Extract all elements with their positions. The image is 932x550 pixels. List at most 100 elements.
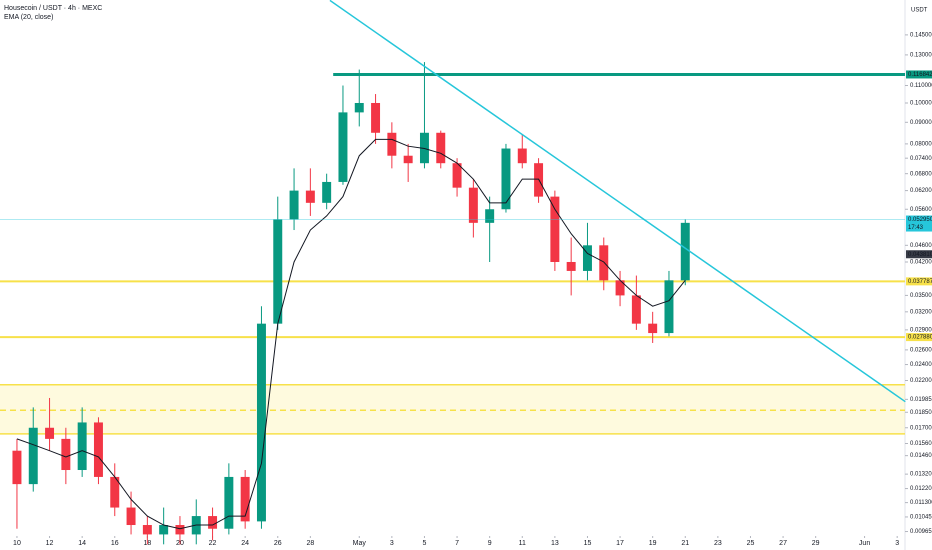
candle-body <box>664 280 674 334</box>
x-tick-label: 25 <box>747 540 755 547</box>
candle-body <box>45 427 55 439</box>
level-label: 0.116842 <box>908 72 932 78</box>
zone <box>0 384 905 434</box>
candle-body <box>680 222 690 281</box>
candle-body <box>436 132 446 164</box>
price-label: 0.052950 <box>908 217 932 223</box>
candle-body <box>582 245 592 271</box>
candle-body <box>110 476 120 508</box>
price-tag <box>906 250 932 259</box>
candle-body <box>387 132 397 156</box>
level-label: 0.027880 <box>908 335 932 341</box>
candle-body <box>256 323 266 522</box>
candle-body <box>289 190 299 220</box>
candle-body <box>61 438 71 471</box>
level-label: 0.037787 <box>908 279 932 285</box>
x-tick-label: 27 <box>779 540 787 547</box>
level-tag <box>906 70 932 79</box>
candle-body <box>240 476 250 522</box>
x-tick-label: 9 <box>488 540 492 547</box>
candle-body <box>485 209 495 223</box>
candle-body <box>648 323 658 334</box>
x-tick-label: Jun <box>859 540 870 547</box>
x-tick-label: 7 <box>455 540 459 547</box>
x-tick-label: 12 <box>46 540 54 547</box>
candle-body <box>517 148 527 164</box>
trendline <box>329 0 906 403</box>
x-tick-label: 22 <box>209 540 217 547</box>
candle-body <box>615 280 625 296</box>
candle-body <box>28 427 38 485</box>
x-tick-label: 17 <box>616 540 624 547</box>
price-tag <box>906 215 932 232</box>
candle-body <box>599 245 609 281</box>
x-tick-label: 5 <box>423 540 427 547</box>
candle-body <box>224 476 234 529</box>
candle-body <box>354 102 364 113</box>
candle-body <box>501 148 511 210</box>
x-tick-label: 11 <box>519 540 526 547</box>
chart-title: Housecoin / USDT · 4h · MEXC <box>4 5 102 12</box>
candle-body <box>338 112 348 182</box>
indicator-label: EMA (20, close) <box>4 14 53 21</box>
level-tag <box>906 277 932 286</box>
y-tick-label: 0.009650 <box>910 529 932 535</box>
candle-body <box>371 102 381 133</box>
candle-body <box>77 422 87 471</box>
candle-body <box>305 190 315 203</box>
price-countdown: 17:43 <box>908 225 924 231</box>
x-tick-label: 23 <box>714 540 722 547</box>
ema-line <box>16 138 686 530</box>
x-tick-label: 24 <box>241 540 249 547</box>
candle-body <box>550 196 560 262</box>
candle-body <box>468 187 478 223</box>
x-tick-label: 14 <box>78 540 86 547</box>
candle-body <box>452 163 462 188</box>
candle-body <box>142 525 152 535</box>
x-tick-label: 21 <box>681 540 689 547</box>
candle-body <box>403 155 413 164</box>
x-tick-label: 13 <box>551 540 559 547</box>
x-tick-label: May <box>353 540 367 547</box>
x-tick-label: 26 <box>274 540 282 547</box>
level-tag <box>906 333 932 342</box>
candle-body <box>322 181 332 203</box>
candle-body <box>126 507 136 526</box>
x-tick-label: 19 <box>649 540 657 547</box>
candle-body <box>175 525 185 535</box>
candle-body <box>419 132 429 164</box>
candle-body <box>12 450 22 485</box>
candle-body <box>566 261 576 271</box>
candle-body <box>159 525 169 535</box>
candle-body <box>273 219 283 324</box>
x-tick-label: 15 <box>584 540 592 547</box>
price-label: 0.043810 <box>908 252 932 258</box>
